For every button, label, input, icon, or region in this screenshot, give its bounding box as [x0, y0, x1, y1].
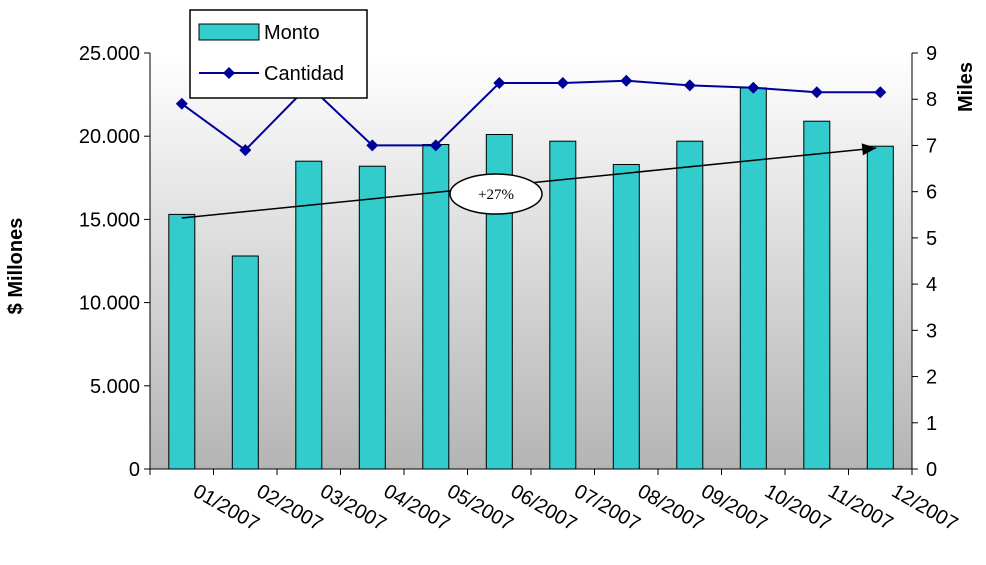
left-tick-label: 0 [129, 459, 140, 481]
cantidad-marker-04/2007 [366, 139, 379, 152]
legend-label-monto: Monto [264, 22, 320, 44]
x-tick-label-06/2007: 06/2007 [507, 480, 581, 535]
left-tick-label: 5.000 [90, 376, 140, 398]
bar-07/2007 [549, 140, 577, 470]
bar-09/2007 [676, 140, 704, 470]
cantidad-marker-11/2007 [810, 86, 823, 99]
cantidad-marker-08/2007 [620, 74, 633, 87]
bar-01/2007 [168, 213, 196, 470]
right-tick-label: 7 [926, 135, 937, 157]
right-tick-label: 3 [926, 320, 937, 342]
left-tick-label: 20.000 [79, 126, 140, 148]
annotation-text: +27% [478, 187, 514, 203]
cantidad-marker-10/2007 [747, 81, 760, 94]
right-tick-label: 9 [926, 43, 937, 65]
x-tick-label-12/2007: 12/2007 [888, 480, 962, 535]
bar-10/2007 [739, 87, 767, 470]
cantidad-marker-12/2007 [874, 86, 887, 99]
bar-12/2007 [866, 145, 894, 470]
bar-11/2007 [803, 120, 831, 470]
right-tick-label: 1 [926, 413, 937, 435]
bar-02/2007 [231, 255, 259, 470]
x-tick-label-10/2007: 10/2007 [761, 480, 835, 535]
right-tick-label: 4 [926, 274, 937, 296]
cantidad-marker-06/2007 [493, 77, 506, 89]
legend-swatch-monto [198, 23, 260, 41]
left-tick-label: 15.000 [79, 209, 140, 231]
y-axis-title: $ Millones [5, 218, 27, 315]
plot-area [150, 53, 912, 469]
x-tick-label-09/2007: 09/2007 [697, 480, 771, 535]
left-tick-label: 25.000 [79, 43, 140, 65]
annotation-group: +27% [181, 143, 877, 219]
x-tick-label-03/2007: 03/2007 [316, 480, 390, 535]
cantidad-marker-02/2007 [239, 144, 252, 157]
right-tick-label: 8 [926, 89, 937, 111]
right-tick-label: 2 [926, 367, 937, 389]
bar-04/2007 [358, 165, 386, 470]
x-tick-label-02/2007: 02/2007 [253, 480, 327, 535]
bar-03/2007 [295, 160, 323, 470]
right-tick-label: 5 [926, 228, 937, 250]
cantidad-marker-09/2007 [683, 79, 696, 92]
y2-axis-title: Miles [955, 62, 977, 112]
legend-label-cantidad: Cantidad [264, 63, 344, 85]
cantidad-marker-05/2007 [429, 139, 442, 152]
x-tick-label-07/2007: 07/2007 [570, 480, 644, 535]
right-tick-label: 0 [926, 459, 937, 481]
legend: Monto Cantidad [189, 9, 368, 99]
x-tick-label-08/2007: 08/2007 [634, 480, 708, 535]
left-tick-label: 10.000 [79, 293, 140, 315]
legend-marker-cantidad [223, 67, 235, 79]
x-tick-label-11/2007: 11/2007 [824, 480, 896, 534]
cantidad-marker-07/2007 [556, 77, 569, 89]
right-tick-label: 6 [926, 182, 937, 204]
trend-arrow-head [861, 143, 877, 156]
annotation-bubble [449, 173, 543, 215]
x-tick-label-04/2007: 04/2007 [380, 480, 454, 535]
cantidad-marker-01/2007 [175, 97, 188, 110]
x-tick-label-05/2007: 05/2007 [443, 480, 517, 535]
x-tick-label-01/2007: 01/2007 [189, 480, 263, 535]
bar-08/2007 [612, 164, 640, 470]
